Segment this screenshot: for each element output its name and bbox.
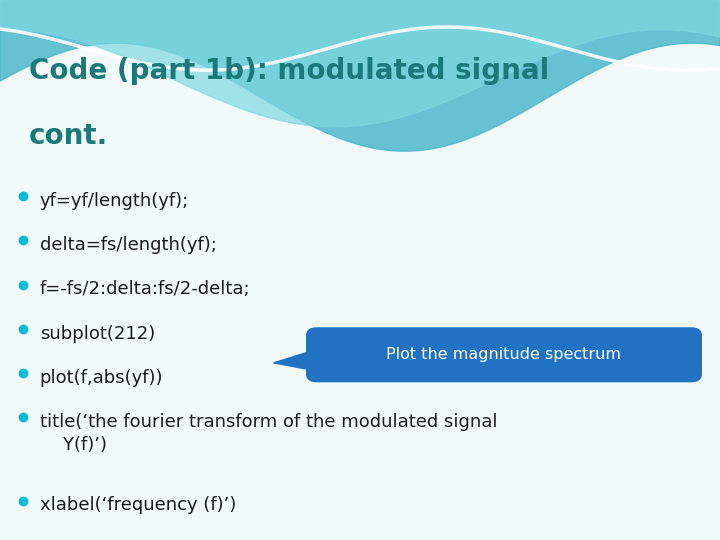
Polygon shape <box>274 349 317 371</box>
Text: Code (part 1b): modulated signal: Code (part 1b): modulated signal <box>29 57 549 85</box>
Text: subplot(212): subplot(212) <box>40 325 155 342</box>
Text: yf=yf/length(yf);: yf=yf/length(yf); <box>40 192 189 210</box>
FancyBboxPatch shape <box>306 327 702 382</box>
Text: Plot the magnitude spectrum: Plot the magnitude spectrum <box>387 347 621 362</box>
Text: f=-fs/2:delta:fs/2-delta;: f=-fs/2:delta:fs/2-delta; <box>40 280 251 298</box>
Text: delta=fs/length(yf);: delta=fs/length(yf); <box>40 236 217 254</box>
Text: plot(f,abs(yf)): plot(f,abs(yf)) <box>40 369 163 387</box>
Text: cont.: cont. <box>29 122 108 150</box>
Text: xlabel(‘frequency (f)’): xlabel(‘frequency (f)’) <box>40 496 236 514</box>
Text: title(‘the fourier transform of the modulated signal
    Y(f)’): title(‘the fourier transform of the modu… <box>40 413 497 454</box>
